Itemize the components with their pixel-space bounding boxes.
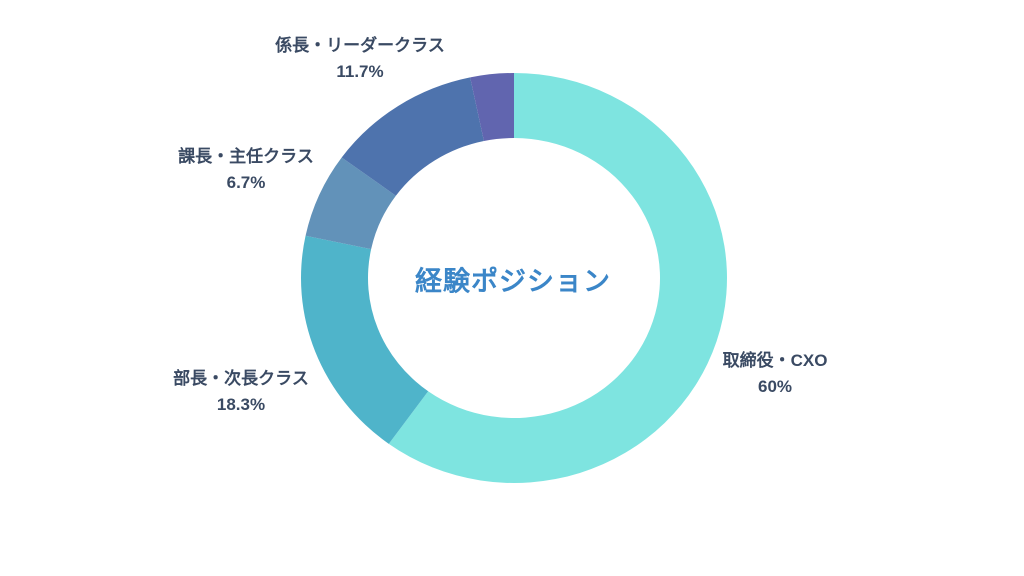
segment-label-text: 課長・主任クラス	[178, 147, 314, 166]
segment-label-text: 部長・次長クラス	[173, 369, 309, 388]
donut-segment-3	[341, 77, 484, 196]
donut-segment-0	[388, 73, 727, 483]
segment-percent-text: 60%	[757, 377, 793, 396]
segment-percent-text: 11.7%	[336, 62, 384, 81]
chart-title: 経験ポジション	[415, 266, 611, 297]
donut-segment-4	[470, 73, 514, 141]
segment-label-text: 係長・リーダークラス	[275, 36, 445, 55]
donut-segment-2	[305, 157, 396, 250]
segment-label-text: 取締役・CXO	[722, 351, 828, 370]
segment-label-bucho-jicho: 部長・次長クラス 18.3%	[173, 366, 309, 418]
segment-label-director-cxo: 取締役・CXO 60%	[723, 348, 828, 400]
donut-segment-1	[300, 235, 429, 444]
segment-percent-text: 18.3%	[216, 395, 266, 414]
segment-percent-text: 6.7%	[226, 173, 266, 192]
segment-label-kacho-shunin: 課長・主任クラス 6.7%	[178, 144, 314, 196]
segment-label-kakaricho-leader: 係長・リーダークラス 11.7%	[275, 33, 445, 85]
